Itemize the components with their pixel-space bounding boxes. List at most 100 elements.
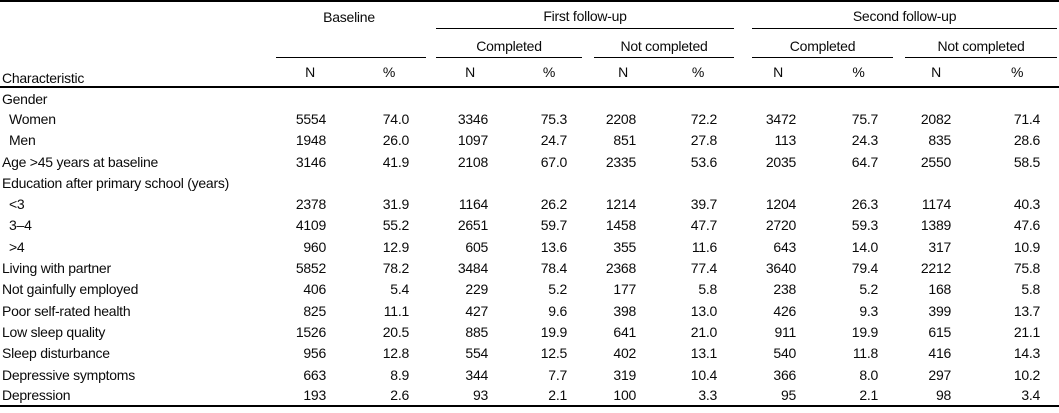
table-row: Depression 193 2.6 93 2.1 100 3.3 95 2.1 98 3.4: [0, 385, 1059, 406]
baseline-group-label: Baseline: [323, 9, 375, 25]
cell-n-value: [586, 172, 660, 193]
cell-n-value: [586, 87, 660, 108]
cell-n-value: 4109: [295, 217, 326, 234]
cell-pct-value: 59.7: [540, 217, 568, 234]
cell-pct-value: 78.2: [382, 260, 410, 277]
row-label: Low sleep quality: [2, 323, 106, 340]
cell-pct-value: 5.8: [698, 281, 718, 298]
cell-n-value: 344: [465, 366, 489, 383]
cell-n-value: 554: [465, 345, 489, 362]
table-row: Sleep disturbance 956 12.8 554 12.5 402 13.1 5…: [0, 343, 1059, 364]
cell-pct-value: [820, 87, 897, 108]
cell-pct-value: 21.1: [1013, 323, 1041, 340]
table-row: Low sleep quality 1526 20.5 885 19.9 641 21.0…: [0, 321, 1059, 342]
cell-n-value: 2335: [605, 153, 637, 170]
cell-pct-value: 2.6: [390, 387, 410, 404]
baseline-group-header: Baseline: [270, 1, 428, 29]
cell-pct-value: 5.4: [390, 281, 410, 298]
cell-n-value: 3346: [457, 110, 489, 127]
cell-n-value: 2720: [765, 217, 797, 234]
sf-completed-pct-header: %: [820, 58, 898, 88]
header-measure-row: N % N % N % N % N %: [0, 58, 1059, 88]
cell-n-value: 2550: [920, 153, 952, 170]
table-body: Gender Women 5554 74.0 3346 75.3 2208 72.2 347…: [0, 87, 1059, 406]
cell-n-value: 3146: [295, 153, 326, 170]
ff-completed-n-header: N: [428, 58, 513, 88]
cell-n-value: [270, 87, 350, 108]
table-row: Men 1948 26.0 1097 24.7 851 27.8 113 24.3 835 28.…: [0, 130, 1059, 151]
row-label: Sleep disturbance: [2, 345, 110, 362]
cell-n-value: 835: [928, 132, 952, 149]
cell-n-value: 540: [773, 345, 797, 362]
baseline-n-header: N: [270, 58, 350, 88]
cell-pct-value: 11.8: [852, 345, 879, 362]
baseline-pct-header: %: [350, 58, 429, 88]
cell-pct-value: 19.9: [540, 323, 568, 340]
table-row: Poor self-rated health 825 11.1 427 9.6 398 1…: [0, 300, 1059, 321]
cell-n-value: 427: [465, 302, 489, 319]
sf-not-completed-pct-header: %: [975, 58, 1059, 88]
cell-n-value: 399: [928, 302, 952, 319]
cell-n-value: 2212: [920, 260, 952, 277]
cell-n-value: 643: [773, 238, 797, 255]
row-label: Gender: [2, 91, 48, 108]
row-label: Living with partner: [2, 260, 111, 277]
baseline-underline-cell: [270, 29, 428, 58]
cell-pct-value: 64.7: [851, 153, 879, 170]
second-followup-group-header: Second follow-up: [736, 1, 1059, 29]
first-followup-group-header: First follow-up: [428, 1, 736, 29]
row-label: Women: [9, 110, 56, 127]
cell-n-value: 5554: [295, 110, 326, 127]
sf-completed-label: Completed: [752, 38, 894, 58]
cell-n-value: 402: [613, 345, 637, 362]
row-label: Not gainfully employed: [2, 281, 139, 298]
cell-pct-value: 55.2: [382, 217, 410, 234]
ff-not-completed-pct-header: %: [660, 58, 737, 88]
cell-n-value: 1389: [920, 217, 952, 234]
cell-n-value: 605: [465, 238, 489, 255]
cell-n-value: 3640: [765, 260, 797, 277]
ff-not-completed-n-header: N: [586, 58, 661, 88]
table-row: Age >45 years at baseline 3146 41.9 2108 67…: [0, 151, 1059, 172]
cell-n-value: 2108: [457, 153, 489, 170]
cell-pct-value: 74.0: [382, 110, 410, 127]
cell-n-value: 319: [613, 366, 637, 383]
cell-pct-value: 12.5: [540, 345, 568, 362]
cell-n-value: 1458: [605, 217, 637, 234]
cell-n-value: [736, 87, 820, 108]
cell-pct-value: 24.7: [540, 132, 568, 149]
row-label: Education after primary school (years): [2, 174, 230, 191]
cell-n-value: 663: [303, 366, 326, 383]
cell-pct-value: 8.0: [859, 366, 879, 383]
cell-pct-value: 26.2: [540, 196, 568, 213]
cell-pct-value: 77.4: [690, 260, 718, 277]
table-row: 3–4 4109 55.2 2651 59.7 1458 47.7 2720 59.3 1389…: [0, 215, 1059, 236]
table-row: Not gainfully employed 406 5.4 229 5.2 177 5.…: [0, 279, 1059, 300]
cell-n-value: 1097: [457, 132, 489, 149]
cell-n-value: 3484: [457, 260, 489, 277]
cell-n-value: 885: [465, 323, 489, 340]
cell-n-value: 317: [928, 238, 952, 255]
cell-pct-value: 53.6: [690, 153, 718, 170]
cell-n-value: 911: [774, 323, 797, 340]
table-row: >4 960 12.9 605 13.6 355 11.6 643 14.0 317 10.9: [0, 236, 1059, 257]
row-label: 3–4: [9, 217, 32, 234]
cell-n-value: 1948: [295, 132, 326, 149]
cell-pct-value: 72.2: [690, 110, 718, 127]
cell-pct-value: 41.9: [382, 153, 410, 170]
cell-n-value: 366: [773, 366, 797, 383]
table-row: Gender: [0, 87, 1059, 108]
cell-pct-value: 79.4: [851, 260, 879, 277]
cell-pct-value: 13.0: [690, 302, 718, 319]
cell-n-value: 229: [465, 281, 489, 298]
row-label: <3: [9, 196, 25, 213]
sf-completed-header: Completed: [736, 29, 897, 58]
cell-pct-value: 5.2: [859, 281, 879, 298]
cell-pct-value: 19.9: [851, 323, 879, 340]
cell-n-value: 355: [613, 238, 637, 255]
cell-pct-value: 12.8: [382, 345, 410, 362]
cell-n-value: 3472: [765, 110, 797, 127]
cell-n-value: 193: [303, 387, 326, 404]
cell-pct-value: 8.9: [390, 366, 410, 383]
row-label: Men: [9, 132, 36, 149]
